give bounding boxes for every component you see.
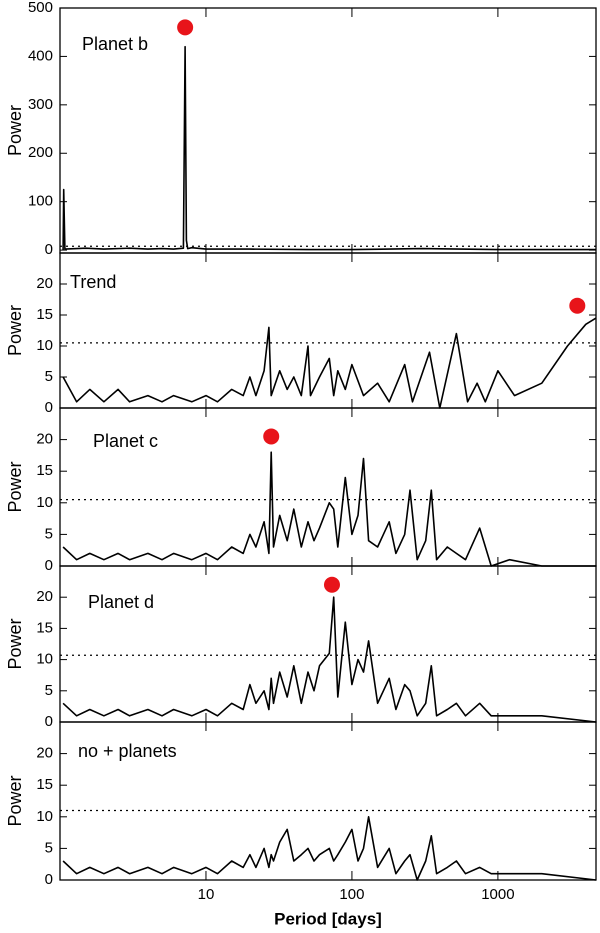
x-axis-label: Period [days]: [274, 909, 382, 928]
y-tick-label: 15: [36, 619, 53, 636]
y-tick-label: 15: [36, 776, 53, 793]
periodogram-line: [62, 596, 597, 723]
y-tick-label: 0: [45, 713, 53, 730]
peak-marker: [177, 19, 194, 36]
y-tick-label: 15: [36, 306, 53, 323]
peak-marker: [323, 576, 340, 593]
y-axis-label: Power: [5, 305, 25, 356]
y-tick-label: 100: [28, 193, 53, 210]
y-tick-label: 0: [45, 871, 53, 888]
y-tick-label: 0: [45, 557, 53, 574]
x-tick-label: 100: [339, 886, 364, 903]
y-axis-label: Power: [5, 618, 25, 669]
y-tick-label: 200: [28, 144, 53, 161]
y-tick-label: 0: [45, 241, 53, 258]
y-tick-label: 10: [36, 808, 53, 825]
y-tick-label: 10: [36, 494, 53, 511]
y-tick-label: 400: [28, 47, 53, 64]
panel-label: Planet b: [82, 34, 148, 54]
x-tick-label: 10: [198, 886, 215, 903]
panel-label: Planet d: [88, 592, 154, 612]
periodogram-line: [62, 451, 596, 567]
y-tick-label: 10: [36, 337, 53, 354]
panel-label: no + planets: [78, 741, 177, 761]
y-tick-label: 5: [45, 525, 53, 542]
y-axis-label: Power: [5, 461, 25, 512]
periodogram-line: [62, 317, 597, 409]
y-tick-label: 10: [36, 651, 53, 668]
peak-marker: [263, 428, 280, 445]
y-axis-label: Power: [5, 775, 25, 826]
y-tick-label: 5: [45, 682, 53, 699]
y-tick-label: 15: [36, 462, 53, 479]
y-tick-label: 300: [28, 96, 53, 113]
peak-marker: [569, 297, 586, 314]
panel-label: Trend: [70, 272, 116, 292]
y-tick-label: 500: [28, 0, 53, 16]
panel-label: Planet c: [93, 431, 158, 451]
y-tick-label: 5: [45, 839, 53, 856]
y-tick-label: 20: [36, 275, 53, 292]
panel-frame: [59, 252, 597, 409]
y-tick-label: 20: [36, 745, 53, 762]
y-tick-label: 20: [36, 588, 53, 605]
y-axis-label: Power: [5, 105, 25, 156]
y-tick-label: 5: [45, 368, 53, 385]
x-tick-label: 1000: [481, 886, 514, 903]
y-tick-label: 20: [36, 431, 53, 448]
periodogram-line: [62, 816, 597, 881]
panel-frame: [59, 721, 597, 881]
periodogram-line: [62, 45, 596, 251]
y-tick-label: 0: [45, 399, 53, 416]
